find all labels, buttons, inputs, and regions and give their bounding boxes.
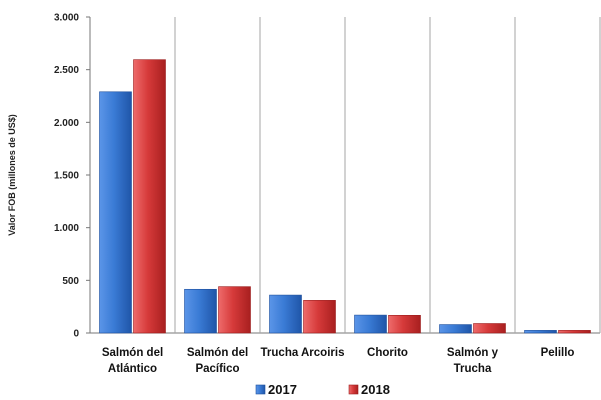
x-category-label: Salmón del Pacífico	[187, 347, 248, 375]
bar-2018-1	[218, 286, 251, 334]
bar-2018-0	[133, 59, 166, 334]
bar-2017-4	[439, 324, 472, 334]
x-category-label: Salmón y Trucha	[447, 347, 499, 375]
legend-label-2017: 2017	[268, 382, 297, 397]
bar-2018-3	[388, 315, 421, 334]
bar-2018-2	[303, 300, 336, 334]
bar-2017-3	[354, 314, 387, 334]
y-tick-label: 0	[73, 329, 79, 340]
legend-swatch-2018	[348, 384, 359, 395]
y-tick-label: 1.000	[54, 223, 79, 234]
bar-2018-4	[473, 323, 506, 334]
legend-swatch-2017	[255, 384, 266, 395]
bar-2017-0	[99, 91, 132, 334]
x-category-label: Salmón del Atlántico	[102, 347, 163, 375]
bar-2017-5	[524, 330, 557, 334]
y-tick-label: 3.000	[54, 13, 79, 24]
y-tick-label: 500	[62, 276, 79, 287]
y-tick-label: 2.000	[54, 118, 79, 129]
bar-2017-2	[269, 294, 302, 334]
x-category-label: Chorito	[367, 347, 408, 359]
x-category-label: Trucha Arcoiris	[261, 347, 345, 359]
y-tick-label: 2.500	[54, 65, 79, 76]
x-category-label: Pelillo	[541, 347, 575, 359]
y-axis-title: Valor FOB (millones de US$)	[7, 114, 17, 236]
bar-2018-5	[558, 330, 591, 334]
legend-label-2018: 2018	[361, 382, 390, 397]
bar-2017-1	[184, 288, 217, 334]
y-tick-label: 1.500	[54, 171, 79, 182]
